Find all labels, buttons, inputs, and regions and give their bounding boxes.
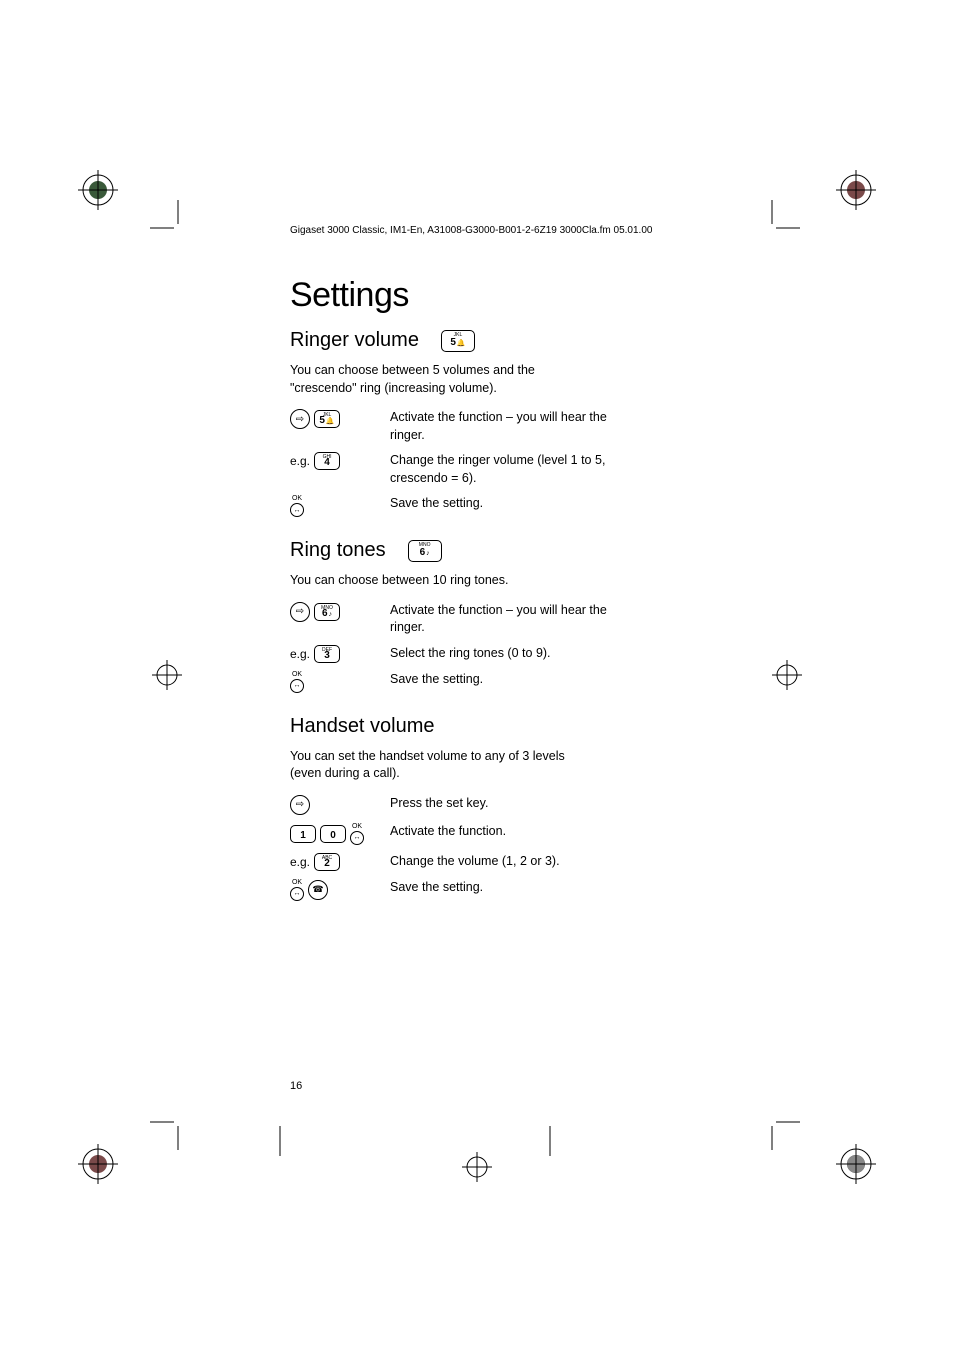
ok-key-icon: OK ↔ [290,879,304,901]
tones-title-text: Ring tones [290,539,386,562]
ok-key-icon: OK ↔ [290,495,304,517]
eg-label: e.g. [290,454,310,468]
ringer-step-2-text: Change the ringer volume (level 1 to 5, … [390,452,630,487]
set-key-icon: ⇨ [290,795,310,815]
ringer-step-1-text: Activate the function – you will hear th… [390,409,630,444]
handset-step-2-text: Activate the function. [390,823,506,841]
reg-mid-left [152,660,182,695]
handset-step-1: ⇨ Press the set key. [290,795,710,815]
handset-step-2: 1 0 OK ↔ Activate the function. [290,823,710,845]
section-tones-title: Ring tones MNO 6♪ [290,539,710,562]
ok-key-icon: OK ↔ [290,671,304,693]
reg-bottom-left [78,1144,118,1189]
page-number: 16 [290,1080,302,1092]
handset-title-text: Handset volume [290,715,435,738]
reg-mid-right [772,660,802,695]
reg-top-right [836,170,876,215]
running-header: Gigaset 3000 Classic, IM1-En, A31008-G30… [290,225,710,236]
key-6-icon: MNO 6♪ [314,603,340,621]
crop-br [760,1110,800,1150]
handset-intro: You can set the handset volume to any of… [290,748,590,783]
crop-tr [760,200,800,240]
section-ringer-title: Ringer volume JKL 5🔔 [290,329,710,352]
key-3-icon: DEF 3 [314,645,340,663]
ringer-title-text: Ringer volume [290,329,419,352]
key-2-icon: ABC 2 [314,853,340,871]
ok-key-icon: OK ↔ [350,823,364,845]
set-key-icon: ⇨ [290,602,310,622]
handset-step-3: e.g. ABC 2 Change the volume (1, 2 or 3)… [290,853,710,871]
hangup-icon: ☎ [308,880,328,900]
key-6-icon: MNO 6♪ [408,540,442,562]
handset-step-4: OK ↔ ☎ Save the setting. [290,879,710,901]
ringer-step-3: OK ↔ Save the setting. [290,495,710,517]
key-5-icon: JKL 5🔔 [441,330,475,352]
eg-label: e.g. [290,855,310,869]
tones-step-1: ⇨ MNO 6♪ Activate the function – you wil… [290,602,710,637]
reg-mid-bottom [462,1152,492,1187]
handset-step-4-text: Save the setting. [390,879,483,897]
crop-bl [150,1110,190,1150]
handset-step-1-text: Press the set key. [390,795,488,813]
crop-tl [150,200,190,240]
fold-right [540,1116,560,1156]
handset-step-3-text: Change the volume (1, 2 or 3). [390,853,560,871]
chapter-title: Settings [290,276,710,315]
section-handset-title: Handset volume [290,715,710,738]
ringer-step-1: ⇨ JKL 5🔔 Activate the function – you wil… [290,409,710,444]
ringer-step-2: e.g. GHI 4 Change the ringer volume (lev… [290,452,710,487]
key-1-icon: 1 [290,825,316,843]
set-key-icon: ⇨ [290,409,310,429]
tones-step-2-text: Select the ring tones (0 to 9). [390,645,551,663]
tones-step-2: e.g. DEF 3 Select the ring tones (0 to 9… [290,645,710,663]
tones-step-3-text: Save the setting. [390,671,483,689]
ringer-intro: You can choose between 5 volumes and the… [290,362,590,397]
key-0-icon: 0 [320,825,346,843]
tones-step-3: OK ↔ Save the setting. [290,671,710,693]
eg-label: e.g. [290,647,310,661]
key-5-icon: JKL 5🔔 [314,410,340,428]
reg-top-left [78,170,118,215]
key-4-icon: GHI 4 [314,452,340,470]
tones-intro: You can choose between 10 ring tones. [290,572,590,590]
ringer-step-3-text: Save the setting. [390,495,483,513]
tones-step-1-text: Activate the function – you will hear th… [390,602,630,637]
reg-bottom-right [836,1144,876,1189]
fold-left [270,1116,290,1156]
